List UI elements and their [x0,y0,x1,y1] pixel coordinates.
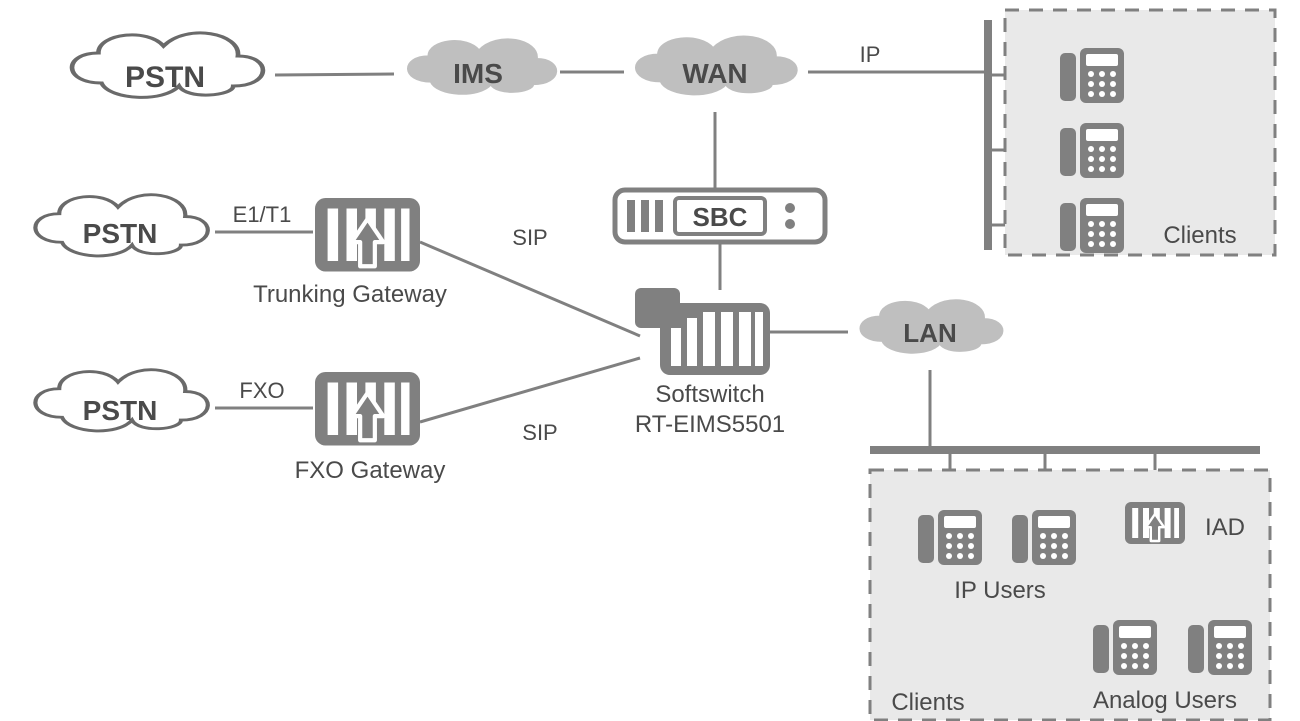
trunking-gateway-label: Trunking Gateway [253,281,447,308]
pstn1-label: PSTN [125,61,205,94]
clients-box-top [1005,10,1275,255]
clients-top-label: Clients [1163,222,1236,249]
sbc-label: SBC [693,202,748,232]
lan-label: LAN [903,318,956,348]
edge-label-sip2: SIP [522,420,557,445]
phone-top-1 [1060,48,1124,103]
wan-label: WAN [682,58,747,89]
pstn2-label: PSTN [83,218,158,249]
phone-analog-2 [1188,620,1252,675]
ims-label: IMS [453,58,503,89]
phone-analog-1 [1093,620,1157,675]
phone-top-3 [1060,198,1124,253]
edge-label-ip: IP [860,42,881,67]
phone-ip-1 [918,510,982,565]
edge-label-sip1: SIP [512,225,547,250]
ip-users-label: IP Users [954,577,1046,604]
clients-box-bottom [870,470,1270,720]
edge-label-e1t1: E1/T1 [233,202,292,227]
edge-label-fxo: FXO [239,378,284,403]
fxo-gateway-icon [315,372,420,446]
pstn3-label: PSTN [83,395,158,426]
softswitch-icon [635,288,770,375]
phone-top-2 [1060,123,1124,178]
phone-ip-2 [1012,510,1076,565]
iad-icon [1125,502,1185,544]
fxo-gateway-label: FXO Gateway [295,457,446,484]
clients-bot-label: Clients [891,689,964,716]
iad-label: IAD [1205,514,1245,541]
analog-users-label: Analog Users [1093,687,1237,714]
softswitch-label2: RT-EIMS5501 [635,411,785,438]
softswitch-label1: Softswitch [655,381,764,408]
trunking-gateway-icon [315,198,420,272]
